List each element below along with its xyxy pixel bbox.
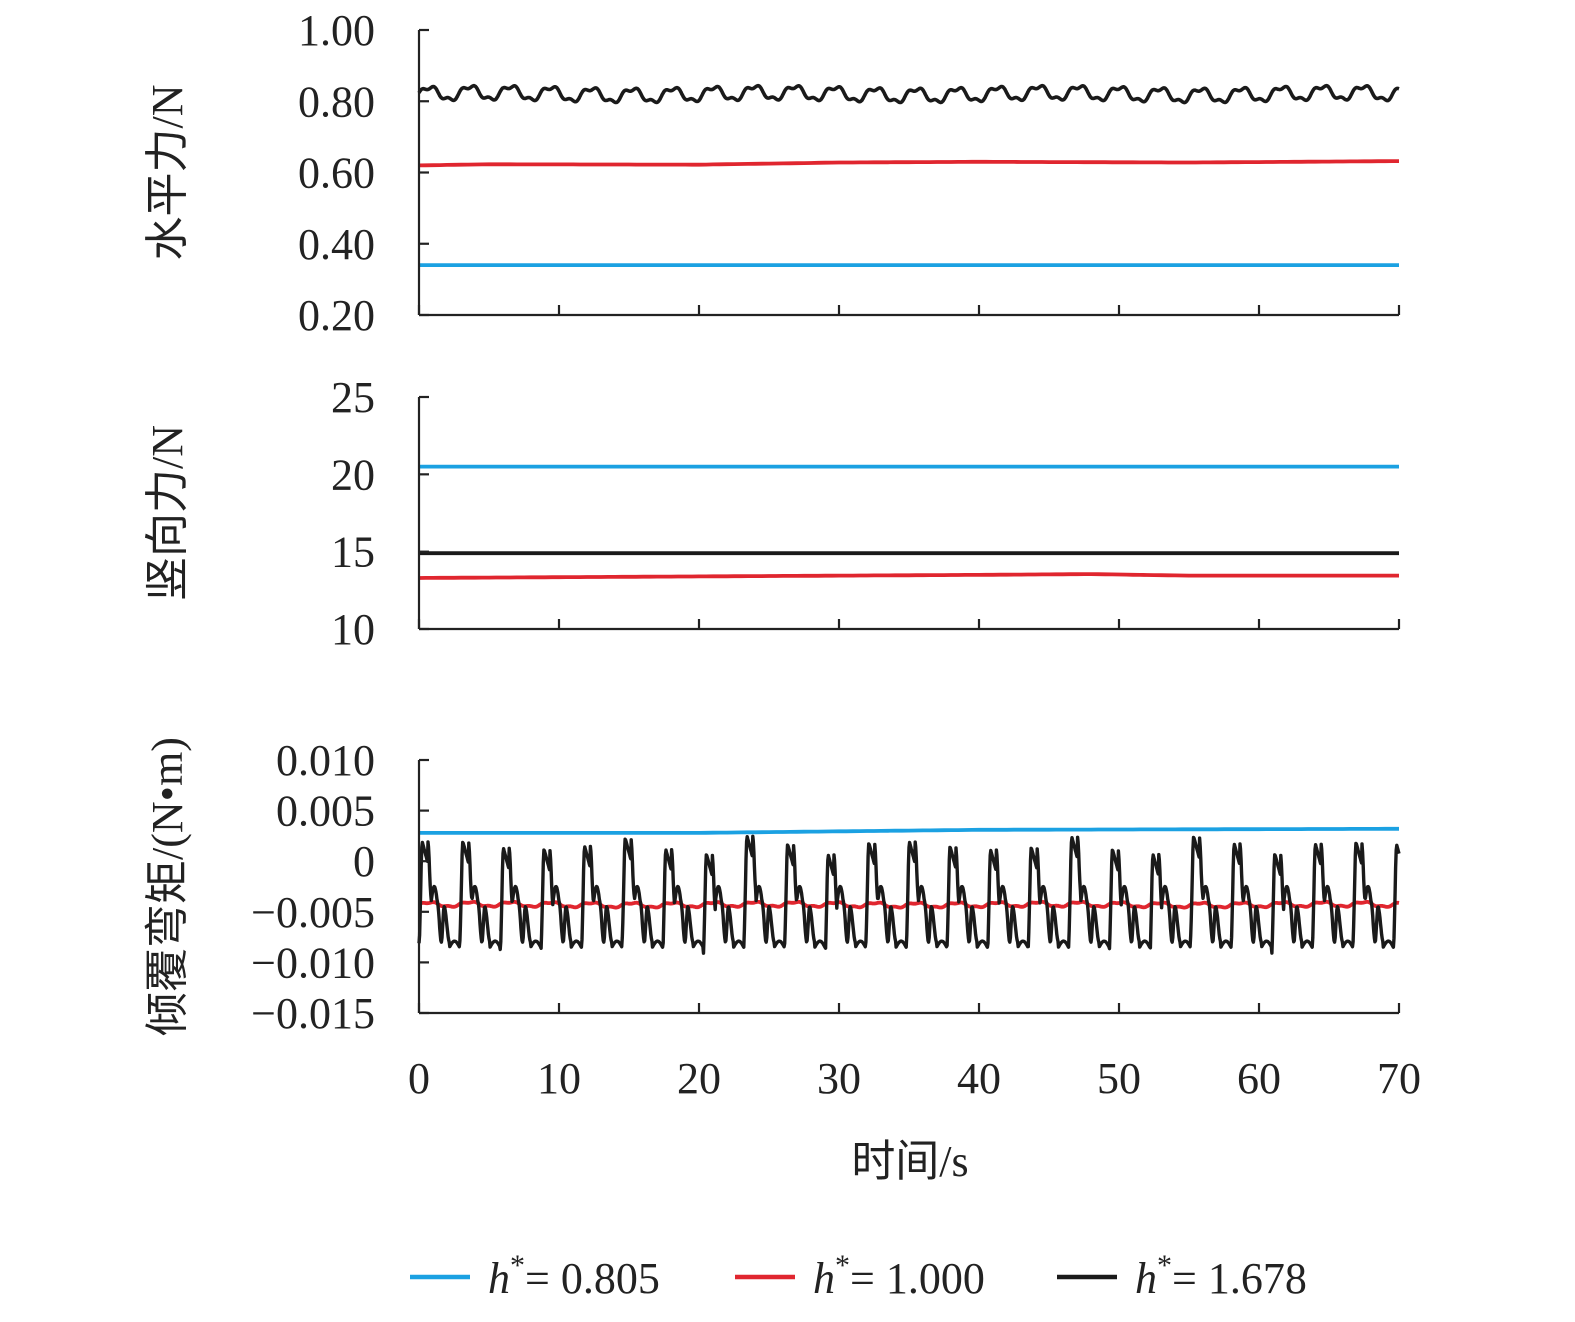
- vertical-force-panel: 25 20 15 10 竖向力/N: [143, 373, 1401, 654]
- y-tick-label: 0: [353, 837, 375, 886]
- series-line-2: [417, 834, 1401, 955]
- legend: h*= 0.805 h*= 1.000 h*= 1.678: [410, 1249, 1307, 1303]
- x-tick-label: 50: [1097, 1054, 1141, 1103]
- y-tick-label: 0.80: [298, 77, 375, 126]
- horizontal-force-panel: 1.00 0.80 0.60 0.40 0.20 水平力/N: [143, 6, 1401, 340]
- legend-label: h*= 0.805: [488, 1249, 660, 1303]
- y-axis-title: 水平力/N: [143, 85, 192, 261]
- series-line-1: [418, 159, 1399, 168]
- x-axis-title: 时间/s: [851, 1137, 968, 1186]
- x-tick-label: 60: [1237, 1054, 1281, 1103]
- y-tick-label: −0.010: [251, 938, 375, 987]
- y-tick-label: 0.20: [298, 291, 375, 340]
- x-tick-label: 70: [1377, 1054, 1421, 1103]
- y-tick-label: 15: [331, 528, 375, 577]
- x-tick-label: 20: [677, 1054, 721, 1103]
- y-axis-title: 倾覆弯矩/(N•m): [143, 737, 192, 1036]
- x-tick-label: 0: [408, 1054, 430, 1103]
- y-tick-label: −0.005: [251, 888, 375, 937]
- y-tick-label: 20: [331, 450, 375, 499]
- y-tick-label: 0.005: [276, 787, 375, 836]
- series-line-1: [418, 572, 1399, 580]
- x-tick-label: 30: [817, 1054, 861, 1103]
- series-line-0: [419, 826, 1399, 835]
- legend-label: h*= 1.000: [813, 1249, 985, 1303]
- x-tick-label: 40: [957, 1054, 1001, 1103]
- y-tick-label: 0.60: [298, 149, 375, 198]
- y-tick-label: 0.40: [298, 220, 375, 269]
- y-tick-label: 10: [331, 605, 375, 654]
- y-tick-label: 25: [331, 373, 375, 422]
- y-tick-label: 0.010: [276, 736, 375, 785]
- series-line-2: [417, 83, 1401, 105]
- y-axis-title: 竖向力/N: [143, 425, 192, 601]
- y-tick-label: 1.00: [298, 6, 375, 55]
- legend-label: h*= 1.678: [1135, 1249, 1307, 1303]
- y-tick-label: −0.015: [251, 989, 375, 1038]
- x-tick-label: 10: [537, 1054, 581, 1103]
